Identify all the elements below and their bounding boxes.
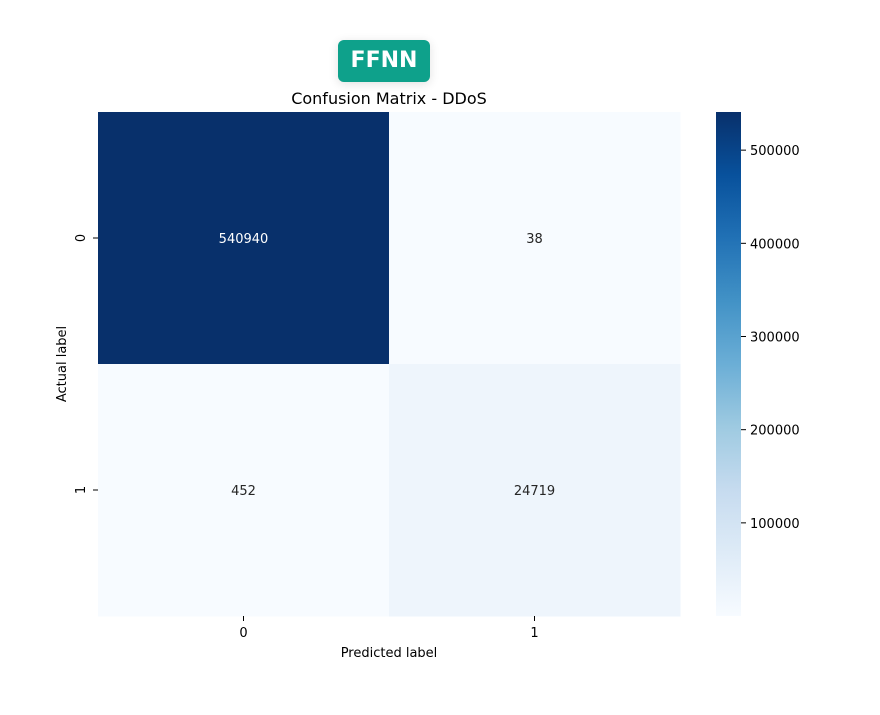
colorbar-tick-label-3: 400000: [750, 237, 800, 252]
heatmap-cell-1-0: [98, 364, 390, 617]
cell-value-0-1: 38: [526, 232, 543, 247]
chart-title: Confusion Matrix - DDoS: [291, 89, 487, 108]
model-badge: FFNN: [338, 40, 430, 82]
x-tick-label-0: 0: [239, 626, 247, 641]
heatmap-cell-0-1: [389, 112, 681, 365]
heatmap-cell-1-1: [389, 364, 681, 617]
cell-value-1-0: 452: [231, 484, 256, 499]
colorbar: [716, 112, 741, 616]
y-tick-label-0: 0: [74, 234, 89, 242]
cell-value-0-0: 540940: [219, 232, 269, 247]
cell-value-1-1: 24719: [514, 484, 555, 499]
y-axis-label: Actual label: [55, 326, 70, 402]
colorbar-tick-label-2: 300000: [750, 331, 800, 346]
x-tick-label-1: 1: [530, 626, 538, 641]
colorbar-tick-label-1: 200000: [750, 424, 800, 439]
colorbar-tick-label-0: 100000: [750, 517, 800, 532]
x-axis-label: Predicted label: [341, 646, 438, 661]
y-tick-label-1: 1: [74, 486, 89, 494]
heatmap-cell-0-0: [98, 112, 390, 365]
colorbar-tick-label-4: 500000: [750, 144, 800, 159]
